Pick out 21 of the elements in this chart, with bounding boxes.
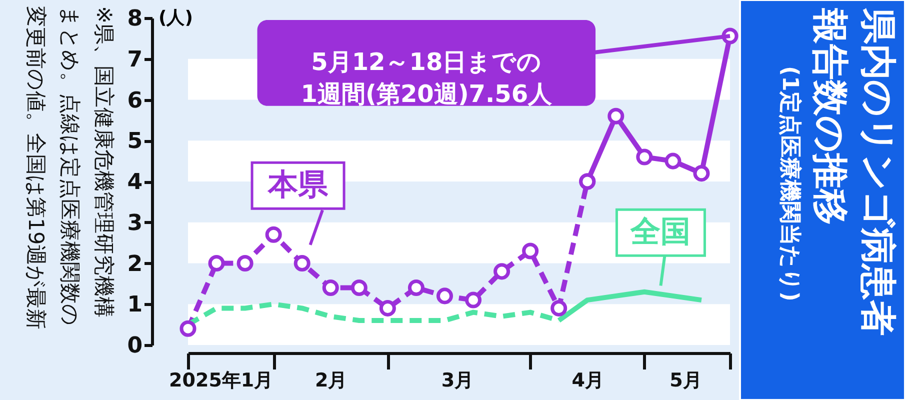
y-axis-title: (人) <box>158 8 193 28</box>
y-tick-label: 5 <box>127 129 142 154</box>
y-tick-label: 4 <box>127 170 142 195</box>
text: ※県、国立健康危機管理研究機構まとめ。点線は定点医療機関数の変更前の値。全国は第19週が最新 <box>24 6 116 330</box>
x-tick-label: 2025年1月 <box>169 370 274 392</box>
text: 全国 <box>630 214 691 250</box>
y-tick-label: 0 <box>127 334 142 358</box>
x-tick-label: 3月 <box>441 370 474 392</box>
y-tick-label: 7 <box>127 47 142 72</box>
text: (1定点医療機関当たり) <box>777 66 803 302</box>
series-label: 本県 <box>267 168 330 203</box>
y-tick-label: 8 <box>127 6 142 32</box>
text: 県内のリンゴ病患者報告数の推移 <box>809 7 898 336</box>
annotation: 5月12～18日までの1週間(第20週)7.56人 <box>300 48 554 108</box>
x-tick-label: 2月 <box>315 370 348 392</box>
x-tick-label: 5月 <box>670 370 702 392</box>
y-tick-label: 3 <box>127 210 142 236</box>
x-tick-label: 4月 <box>572 370 604 392</box>
y-tick-label: 2 <box>127 252 142 277</box>
y-tick-label: 6 <box>127 88 142 114</box>
y-tick-label: 1 <box>127 292 142 318</box>
